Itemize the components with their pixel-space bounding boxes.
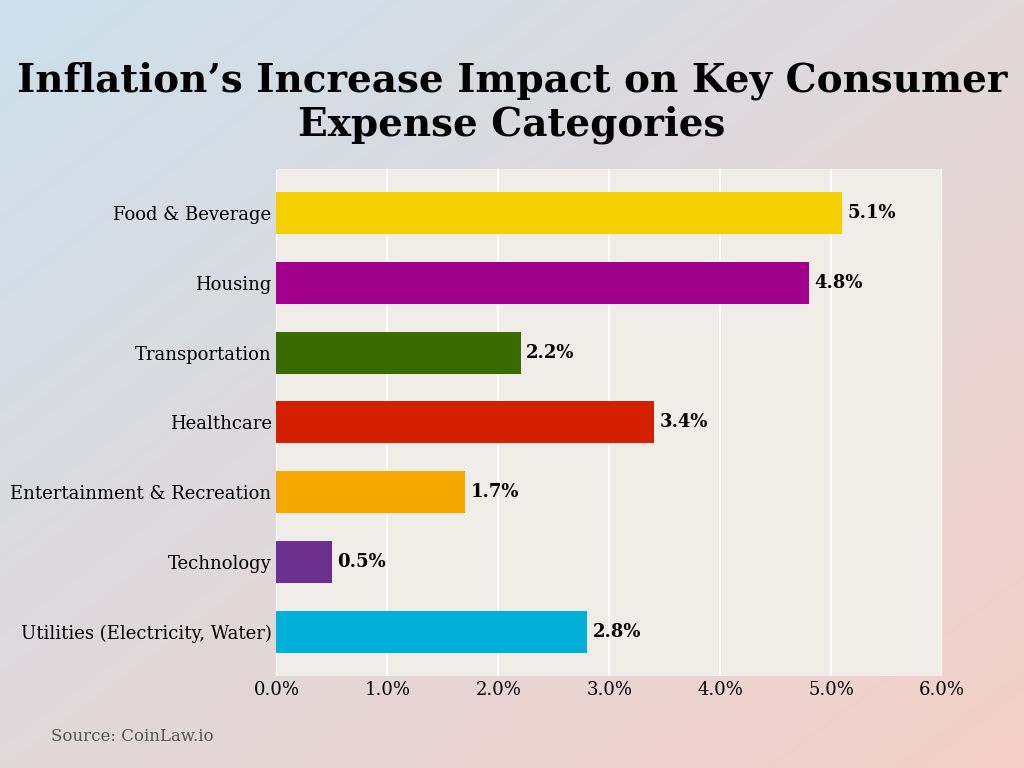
Bar — [276, 192, 842, 234]
Text: Inflation’s Increase Impact on Key Consumer
Expense Categories: Inflation’s Increase Impact on Key Consu… — [16, 61, 1008, 144]
Text: 5.1%: 5.1% — [848, 204, 896, 222]
Text: 1.7%: 1.7% — [471, 483, 519, 502]
Text: 2.8%: 2.8% — [593, 623, 641, 641]
Text: 4.8%: 4.8% — [814, 273, 863, 292]
Bar — [276, 611, 587, 653]
Bar — [276, 402, 653, 443]
Text: 3.4%: 3.4% — [659, 413, 708, 432]
Bar — [276, 541, 332, 583]
Bar — [276, 472, 465, 513]
Text: Source: CoinLaw.io: Source: CoinLaw.io — [51, 728, 214, 745]
Text: 0.5%: 0.5% — [338, 553, 386, 571]
Bar — [276, 262, 809, 303]
Bar — [276, 332, 520, 373]
Text: 2.2%: 2.2% — [526, 343, 574, 362]
